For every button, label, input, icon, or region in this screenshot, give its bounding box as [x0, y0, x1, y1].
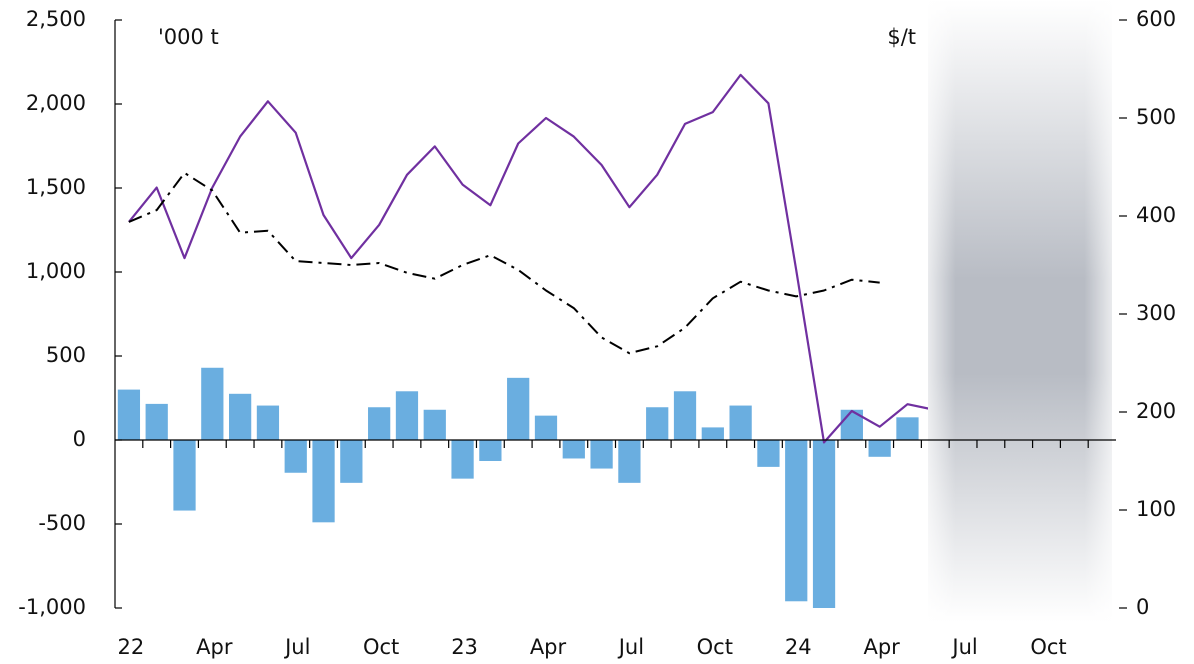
- x-tick-label: Jul: [950, 635, 977, 659]
- line: [128, 171, 880, 355]
- line: [128, 73, 936, 444]
- bar: [229, 393, 252, 440]
- bar: [896, 417, 919, 440]
- bar: [256, 405, 280, 440]
- bar: [201, 367, 224, 440]
- y2-tick-label: 500: [1136, 105, 1176, 129]
- bar: [562, 440, 585, 459]
- bar: [785, 440, 808, 602]
- bar: [673, 391, 697, 440]
- y-tick-label: 500: [46, 343, 86, 367]
- y2-tick-label: 0: [1136, 595, 1149, 619]
- bar: [507, 377, 530, 440]
- y2-tick-label: 400: [1136, 203, 1176, 227]
- bar: [368, 407, 391, 440]
- y-tick-label: 1,500: [26, 175, 86, 199]
- axes: -1,000 -500 0 500 1,000 1,500 2,000 2,500 0 100 20…: [18, 7, 1176, 659]
- bar: [340, 440, 363, 483]
- y2-tick-label: 100: [1136, 497, 1176, 521]
- y-tick-label: 2,500: [26, 7, 86, 31]
- x-tick-label: 22: [118, 635, 145, 659]
- y-tick-label: -1,000: [18, 595, 86, 619]
- bar: [812, 440, 836, 608]
- bar: [701, 427, 724, 440]
- bar: [618, 440, 641, 483]
- forecast-shade-edge: [928, 0, 1112, 622]
- bar: [479, 440, 502, 461]
- y-tick-label: 2,000: [26, 91, 86, 115]
- y2-tick-label: 200: [1136, 399, 1176, 423]
- bar: [284, 440, 307, 473]
- plot: [117, 73, 936, 608]
- bar: [729, 405, 752, 440]
- bar: [423, 409, 446, 440]
- x-tick-label: 24: [785, 635, 812, 659]
- y-tick-label: 0: [73, 427, 86, 451]
- bar: [590, 440, 613, 469]
- x-tick-label: Oct: [697, 635, 733, 659]
- y-tick-label: 1,000: [26, 259, 86, 283]
- bar: [534, 415, 558, 440]
- bar: [868, 440, 891, 457]
- y-tick-label: -500: [38, 511, 86, 535]
- x-tick-label: Oct: [363, 635, 399, 659]
- x-tick-label: Apr: [863, 635, 900, 659]
- bar: [145, 403, 168, 440]
- bar: [395, 391, 419, 440]
- x-tick-label: Apr: [196, 635, 233, 659]
- bar: [312, 440, 335, 523]
- y2-tick-label: 300: [1136, 301, 1176, 325]
- bar: [117, 389, 141, 440]
- bar: [451, 440, 474, 479]
- x-tick-label: Jul: [617, 635, 644, 659]
- x-tick-label: Oct: [1030, 635, 1066, 659]
- bar: [173, 440, 196, 511]
- x-tick-label: Jul: [283, 635, 310, 659]
- x-tick-label: 23: [451, 635, 478, 659]
- right-unit: $/t: [887, 25, 916, 49]
- y2-tick-label: 600: [1136, 7, 1176, 31]
- left-unit: '000 t: [158, 25, 219, 49]
- bar: [646, 407, 669, 440]
- bar: [757, 440, 780, 467]
- x-tick-label: Apr: [530, 635, 567, 659]
